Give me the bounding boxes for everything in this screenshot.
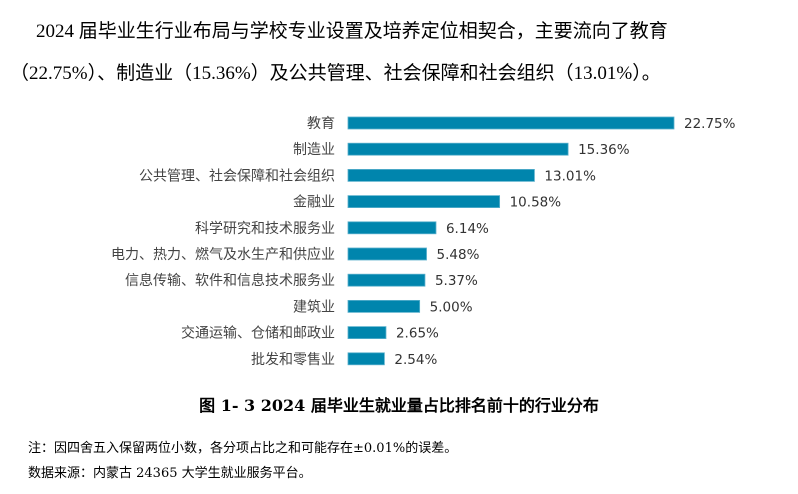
- category-label: 科学研究和技术服务业: [195, 221, 335, 237]
- bar: [347, 195, 501, 208]
- data-label: 6.14%: [446, 221, 489, 237]
- intro-paragraph-line1: 2024 届毕业生行业布局与学校专业设置及培养定位相契合，主要流向了教育: [36, 21, 668, 42]
- category-label: 建筑业: [293, 299, 335, 315]
- bar: [347, 273, 426, 287]
- category-label: 交通运输、仓储和邮政业: [181, 325, 335, 342]
- data-label: 10.58%: [510, 195, 562, 211]
- bar: [347, 142, 569, 156]
- bar: [347, 116, 675, 130]
- figure-caption: 图 1- 3 2024 届毕业生就业量占比排名前十的行业分布: [199, 396, 599, 415]
- category-label: 制造业: [293, 142, 335, 158]
- data-label: 13.01%: [544, 168, 596, 184]
- bar: [347, 247, 427, 261]
- category-label: 教育: [307, 116, 335, 132]
- data-label: 2.65%: [396, 326, 439, 342]
- data-label: 2.54%: [394, 352, 437, 368]
- intro-paragraph-line2: （22.75%）、制造业（15.36%）及公共管理、社会保障和社会组织（13.0…: [10, 63, 661, 84]
- category-label: 金融业: [293, 195, 335, 211]
- rounding-note: 注：因四舍五入保留两位小数，各分项占比之和可能存在±0.01%的误差。: [28, 441, 458, 456]
- data-label: 15.36%: [578, 142, 630, 158]
- data-label: 5.37%: [435, 273, 478, 289]
- bar: [347, 221, 437, 235]
- industry-bar-chart: 教育 22.75% 制造业 15.36% 公共管理、社会保障和社会组织 13.01% 金融业…: [111, 116, 736, 368]
- bar: [347, 169, 535, 182]
- category-label: 信息传输、软件和信息技术服务业: [125, 272, 335, 289]
- bar: [347, 299, 421, 313]
- bar: [347, 326, 387, 340]
- category-label: 批发和零售业: [251, 352, 335, 368]
- data-label: 5.48%: [437, 247, 480, 263]
- data-label: 5.00%: [430, 299, 473, 315]
- data-label: 22.75%: [684, 116, 736, 132]
- category-label: 公共管理、社会保障和社会组织: [139, 168, 335, 184]
- category-label: 电力、热力、燃气及水生产和供应业: [111, 246, 335, 263]
- bar: [347, 352, 385, 366]
- data-source: 数据来源：内蒙古 24365 大学生就业服务平台。: [28, 466, 312, 481]
